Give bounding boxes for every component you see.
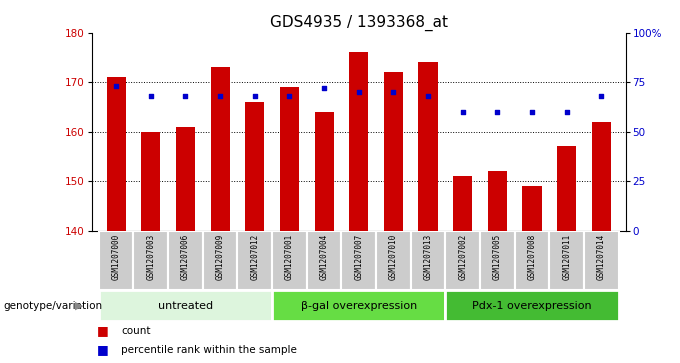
Bar xyxy=(453,176,472,231)
Bar xyxy=(445,231,480,290)
Text: GSM1207004: GSM1207004 xyxy=(320,233,328,280)
Text: ■: ■ xyxy=(97,343,109,356)
Text: percentile rank within the sample: percentile rank within the sample xyxy=(121,345,297,355)
Bar xyxy=(203,231,237,290)
Bar xyxy=(272,290,445,321)
Bar xyxy=(141,131,160,231)
Text: GSM1207005: GSM1207005 xyxy=(493,233,502,280)
Text: genotype/variation: genotype/variation xyxy=(3,301,103,311)
Bar xyxy=(445,290,619,321)
Text: β-gal overexpression: β-gal overexpression xyxy=(301,301,417,311)
Bar xyxy=(341,231,376,290)
Bar xyxy=(107,77,126,231)
Bar xyxy=(237,231,272,290)
Bar xyxy=(315,112,334,231)
Text: GSM1207000: GSM1207000 xyxy=(112,233,120,280)
Text: GSM1207006: GSM1207006 xyxy=(181,233,190,280)
Bar xyxy=(307,231,341,290)
Bar xyxy=(376,231,411,290)
Bar xyxy=(515,231,549,290)
Point xyxy=(457,109,468,115)
Bar xyxy=(584,231,619,290)
Point xyxy=(388,89,398,95)
Point xyxy=(526,109,537,115)
Bar xyxy=(133,231,168,290)
Bar xyxy=(384,72,403,231)
Bar xyxy=(522,186,541,231)
Text: GSM1207003: GSM1207003 xyxy=(146,233,155,280)
Point xyxy=(180,93,191,99)
Text: ▶: ▶ xyxy=(75,301,84,311)
Point xyxy=(561,109,572,115)
Text: count: count xyxy=(121,326,151,336)
Text: untreated: untreated xyxy=(158,301,213,311)
Point xyxy=(284,93,295,99)
Point xyxy=(596,93,607,99)
Text: GSM1207009: GSM1207009 xyxy=(216,233,224,280)
Point xyxy=(319,85,330,91)
Bar xyxy=(411,231,445,290)
Text: GSM1207011: GSM1207011 xyxy=(562,233,571,280)
Point xyxy=(215,93,226,99)
Text: GSM1207007: GSM1207007 xyxy=(354,233,363,280)
Point xyxy=(422,93,433,99)
Text: GSM1207013: GSM1207013 xyxy=(424,233,432,280)
Bar xyxy=(99,290,272,321)
Bar xyxy=(557,146,576,231)
Bar xyxy=(592,122,611,231)
Bar xyxy=(418,62,437,231)
Bar xyxy=(549,231,584,290)
Bar xyxy=(280,87,299,231)
Bar xyxy=(99,231,133,290)
Point xyxy=(250,93,260,99)
Bar xyxy=(349,52,369,231)
Point xyxy=(354,89,364,95)
Text: GSM1207008: GSM1207008 xyxy=(528,233,537,280)
Text: GSM1207010: GSM1207010 xyxy=(389,233,398,280)
Bar xyxy=(168,231,203,290)
Text: GSM1207001: GSM1207001 xyxy=(285,233,294,280)
Bar xyxy=(272,231,307,290)
Text: GSM1207012: GSM1207012 xyxy=(250,233,259,280)
Bar xyxy=(245,102,265,231)
Title: GDS4935 / 1393368_at: GDS4935 / 1393368_at xyxy=(270,15,447,31)
Text: Pdx-1 overexpression: Pdx-1 overexpression xyxy=(472,301,592,311)
Text: GSM1207002: GSM1207002 xyxy=(458,233,467,280)
Bar xyxy=(488,171,507,231)
Point xyxy=(146,93,156,99)
Text: GSM1207014: GSM1207014 xyxy=(597,233,606,280)
Bar xyxy=(176,127,195,231)
Text: ■: ■ xyxy=(97,324,109,337)
Bar xyxy=(211,67,230,231)
Point xyxy=(111,83,122,89)
Bar xyxy=(480,231,515,290)
Point xyxy=(492,109,503,115)
